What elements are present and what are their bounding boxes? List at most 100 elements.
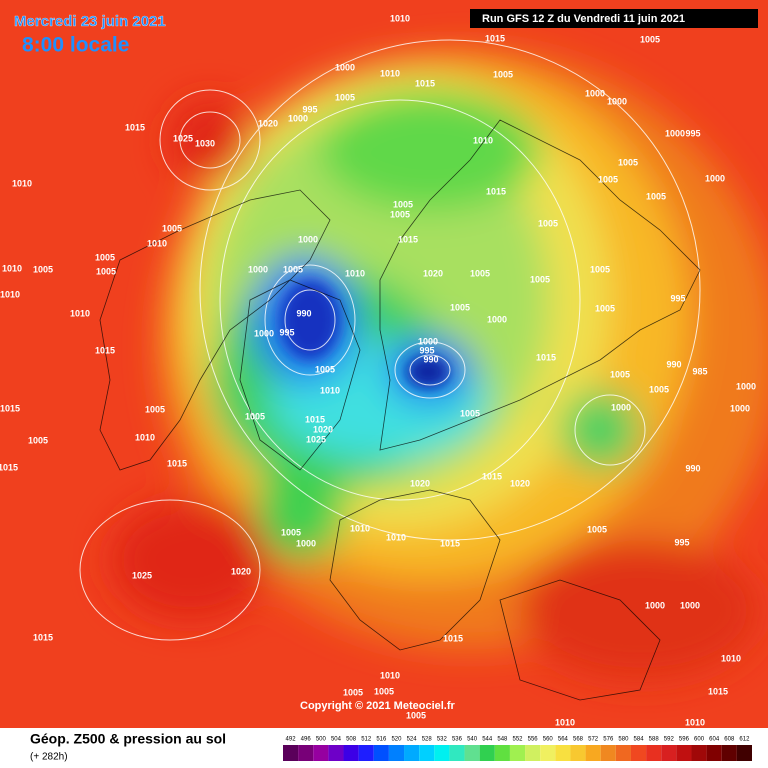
isobar-label: 995: [279, 327, 294, 337]
isobar-label: 1000: [730, 403, 750, 413]
scale-swatch: [661, 745, 677, 761]
isobar-label: 1005: [598, 174, 618, 184]
scale-label: 612: [739, 737, 750, 743]
isobar-label: 1015: [167, 458, 187, 468]
isobar-label: 1010: [380, 670, 400, 680]
isobar-label: 1010: [0, 289, 20, 299]
isobar-label: 995: [302, 104, 317, 114]
scale-swatch: [630, 745, 647, 761]
isobar-label: 995: [674, 537, 689, 547]
scale-label: 580: [618, 737, 629, 743]
isobars: [79, 39, 701, 641]
scale-label: 504: [331, 737, 342, 743]
scale-swatch: [600, 745, 616, 761]
isobar-label: 1005: [450, 302, 470, 312]
isobar-label: 1015: [415, 78, 435, 88]
isobar-label: 1010: [390, 13, 410, 23]
isobar-label: 1000: [736, 381, 756, 391]
isobar-label: 1015: [443, 633, 463, 643]
isobar-label: 1005: [610, 369, 630, 379]
isobar-label: 1005: [145, 404, 165, 414]
isobar-label: 1000: [248, 264, 268, 274]
isobar-label: 1025: [132, 570, 152, 580]
isobar-label: 1005: [649, 384, 669, 394]
scale-label: 576: [603, 737, 614, 743]
scale-label: 540: [467, 737, 478, 743]
date: Mercredi 23 juin 2021: [14, 13, 166, 30]
isobar-label: 1005: [96, 266, 116, 276]
scale-swatch: [721, 745, 737, 761]
scale-swatch: [343, 745, 359, 761]
isobar-label: 1025: [173, 133, 193, 143]
isobar-label: 1020: [258, 118, 278, 128]
isobar-label: 1010: [147, 238, 167, 248]
run-box: [470, 9, 758, 28]
isobar-label: 1005: [530, 274, 550, 284]
scale-swatch: [736, 745, 752, 761]
isobar-label: 1015: [708, 686, 728, 696]
isobar-label: 1005: [343, 687, 363, 697]
isobar-label: 990: [296, 308, 311, 318]
scale-swatch: [540, 745, 556, 761]
scale-label: 596: [679, 737, 690, 743]
isobar-label: 1010: [473, 135, 493, 145]
scale-swatch: [479, 745, 495, 761]
run-info: Run GFS 12 Z du Vendredi 11 juin 2021: [482, 13, 685, 25]
scale-swatch: [388, 745, 405, 761]
isobar-label: 1000: [645, 600, 665, 610]
isobar-label: 1010: [12, 178, 32, 188]
scale-swatch: [676, 745, 692, 761]
isobar-label: 1000: [298, 234, 318, 244]
isobar-label: 1015: [482, 471, 502, 481]
isobar-label: 1015: [125, 122, 145, 132]
isobar-label: 1000: [607, 96, 627, 106]
scale-swatch: [494, 745, 510, 761]
scale-label: 552: [512, 737, 523, 743]
scale-swatch: [585, 745, 601, 761]
scale-label: 508: [346, 737, 357, 743]
isobar-label: 1020: [510, 478, 530, 488]
isobar-label: 1020: [231, 566, 251, 576]
isobar-label: 1010: [386, 532, 406, 542]
isobar-label: 1015: [95, 345, 115, 355]
scale-swatch: [358, 745, 374, 761]
scale-swatch: [464, 745, 480, 761]
isobar-label: 1015: [536, 352, 556, 362]
isobar-label: 1015: [305, 414, 325, 424]
scale-label: 516: [376, 737, 387, 743]
isobar-label: 990: [423, 354, 438, 364]
isobar-label: 1000: [335, 62, 355, 72]
isobar-label: 1015: [485, 33, 505, 43]
isobar-label: 995: [419, 345, 434, 355]
scale-swatch: [419, 745, 435, 761]
isobar-label: 1000: [665, 128, 685, 138]
scale-swatch: [328, 745, 344, 761]
isobar-label: 1015: [398, 234, 418, 244]
scale-swatch: [691, 745, 707, 761]
color-scale: 492 496 500 504 508 512 516 520 524 528 532 536 540 5…: [283, 737, 752, 761]
isobar-label: 990: [685, 463, 700, 473]
isobar-label: 1015: [0, 462, 18, 472]
isobar-label: 1005: [33, 264, 53, 274]
isobar-label: 1000: [288, 113, 308, 123]
scale-label: 572: [588, 737, 599, 743]
isobar-label: 1010: [2, 263, 22, 273]
scale-swatch: [555, 745, 571, 761]
isobar-label: 1020: [313, 424, 333, 434]
scale-swatch: [525, 745, 541, 761]
scale-label: 588: [649, 737, 660, 743]
scale-label: 536: [452, 737, 463, 743]
isobar-label: 1000: [487, 314, 507, 324]
scale-swatch: [646, 745, 662, 761]
isobar-label: 1005: [587, 524, 607, 534]
isobar-label: 985: [692, 366, 707, 376]
scale-swatch: [313, 745, 329, 761]
isobar-label: 1010: [721, 653, 741, 663]
isobar-label: 1010: [685, 717, 705, 727]
scale-label: 560: [543, 737, 554, 743]
isobar-label: 1010: [345, 268, 365, 278]
isobar-label: 1005: [590, 264, 610, 274]
scale-swatch: [509, 745, 526, 761]
isobar-label: 1000: [296, 538, 316, 548]
isobar-label: 1025: [306, 434, 326, 444]
